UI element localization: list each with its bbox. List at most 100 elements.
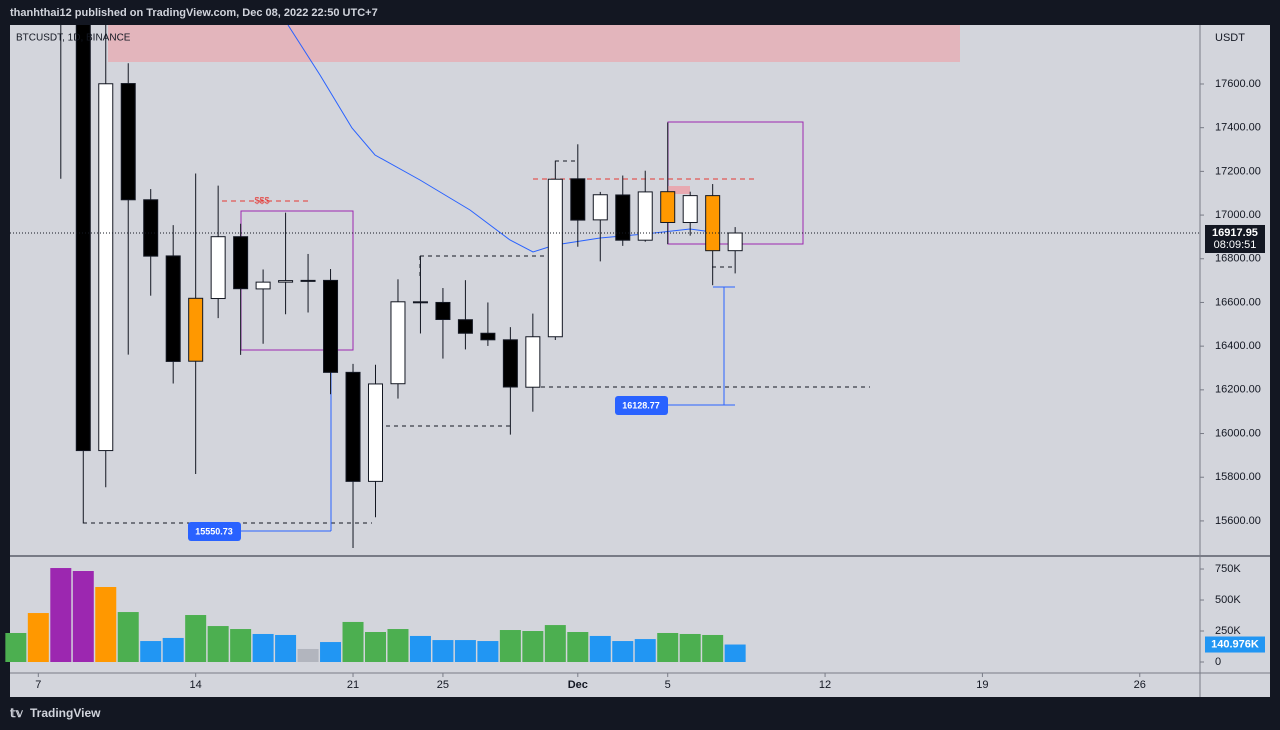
plot-background <box>10 25 1270 697</box>
candle-body <box>390 301 406 385</box>
candle-body <box>120 83 136 201</box>
volume-last-box <box>1205 636 1265 653</box>
volume-bar <box>27 613 49 662</box>
candle-body <box>457 319 473 334</box>
drawings <box>83 25 960 532</box>
volume-bar <box>522 631 544 662</box>
y-tick-label: 15800.00 <box>1215 471 1261 483</box>
candle-body <box>592 194 608 221</box>
y-tick-label: 16400.00 <box>1215 340 1261 352</box>
candle-body <box>233 236 249 290</box>
candle-body <box>480 332 496 341</box>
volume-bar <box>634 639 656 662</box>
footer-logo: 𝕥𝕧 <box>10 706 24 720</box>
volume-bar <box>409 635 431 662</box>
candle-body <box>143 199 159 257</box>
price-label-box <box>615 396 668 415</box>
volume-tick-label: 750K <box>1215 563 1241 575</box>
liquidity-label: $$$ <box>254 195 269 205</box>
axes: 15600.00 15800.00 16000.00 16200.00 16400.00… <box>5 78 1265 691</box>
candle-body <box>727 232 743 252</box>
volume-bar <box>320 642 342 662</box>
volume-bar <box>50 568 72 662</box>
candle-body <box>98 83 114 452</box>
x-tick-label: 12 <box>819 679 831 691</box>
y-tick-label: 16600.00 <box>1215 296 1261 308</box>
volume-bar <box>454 640 476 662</box>
y-tick-label: 16800.00 <box>1215 253 1261 265</box>
volume-bar <box>544 625 566 662</box>
volume-last-label: 140.976K <box>1211 638 1259 650</box>
supply-zone <box>108 25 960 62</box>
volume-tick-label: 0 <box>1215 656 1221 668</box>
countdown: 08:09:51 <box>1214 239 1257 251</box>
publish-header: thanhthai12 published on TradingView.com… <box>10 7 378 19</box>
candle-body <box>188 297 204 362</box>
candle-body <box>637 191 653 241</box>
last-price: 16917.95 <box>1212 227 1258 239</box>
volume-bar <box>724 644 746 662</box>
x-tick-label: 5 <box>665 679 671 691</box>
x-tick-label: 19 <box>976 679 988 691</box>
volume-bar <box>612 641 634 662</box>
candle-body <box>165 255 181 362</box>
candle-body <box>367 383 383 482</box>
candle-body <box>75 25 91 452</box>
volume-bar <box>72 571 94 662</box>
candle-body <box>345 371 361 482</box>
x-tick-label: 7 <box>35 679 41 691</box>
x-tick-label: 14 <box>190 679 202 691</box>
candle-body <box>570 178 586 221</box>
price-label: 15550.73 <box>195 526 233 536</box>
x-tick-label: 26 <box>1134 679 1146 691</box>
y-tick-label: 16200.00 <box>1215 384 1261 396</box>
candle-body <box>502 339 518 388</box>
volume-bar <box>589 635 611 662</box>
volume-bar <box>477 641 499 662</box>
volume-bar <box>342 621 364 662</box>
candle-body <box>682 195 698 223</box>
volume-bar <box>432 640 454 662</box>
volume-bar <box>679 633 701 662</box>
y-tick-label: 16000.00 <box>1215 427 1261 439</box>
x-tick-label: 21 <box>347 679 359 691</box>
last-price-box <box>1205 224 1265 253</box>
volume-bar <box>297 648 319 662</box>
candles <box>10 25 1200 549</box>
volume-bar <box>702 634 724 662</box>
volume-bar <box>275 634 297 662</box>
candle-body <box>323 279 339 373</box>
volume-bar <box>230 629 252 662</box>
x-tick-label: Dec <box>568 679 588 691</box>
volume-bar <box>657 632 679 662</box>
candle-body <box>300 279 316 282</box>
candle-body <box>278 280 294 283</box>
volume-bar <box>207 626 229 662</box>
candle-body <box>255 281 271 290</box>
volume-bar <box>95 587 117 662</box>
y-tick-label: 15600.00 <box>1215 515 1261 527</box>
volume-tick-label: 250K <box>1215 625 1241 637</box>
volume-bar <box>162 637 184 662</box>
y-tick-label: 17000.00 <box>1215 209 1261 221</box>
x-tick-label: 25 <box>437 679 449 691</box>
candle-body <box>615 194 631 241</box>
y-tick-label: 17400.00 <box>1215 122 1261 134</box>
volume-bar <box>387 629 409 662</box>
volume-bar <box>252 633 274 662</box>
volume-bar <box>117 612 139 662</box>
y-tick-label: 17200.00 <box>1215 165 1261 177</box>
y-tick-label: 17600.00 <box>1215 78 1261 90</box>
symbol-label: BTCUSDT, 1D, BINANCE <box>16 33 131 44</box>
candle-body <box>412 301 428 304</box>
footer-brand: TradingView <box>30 706 101 720</box>
volume-bar <box>140 641 162 662</box>
volume-bar <box>364 632 386 662</box>
price-label: 16128.77 <box>622 400 660 410</box>
volume-bar <box>567 632 589 662</box>
currency-label: USDT <box>1215 32 1245 44</box>
candle-body <box>435 301 451 320</box>
candle-body <box>210 236 226 300</box>
